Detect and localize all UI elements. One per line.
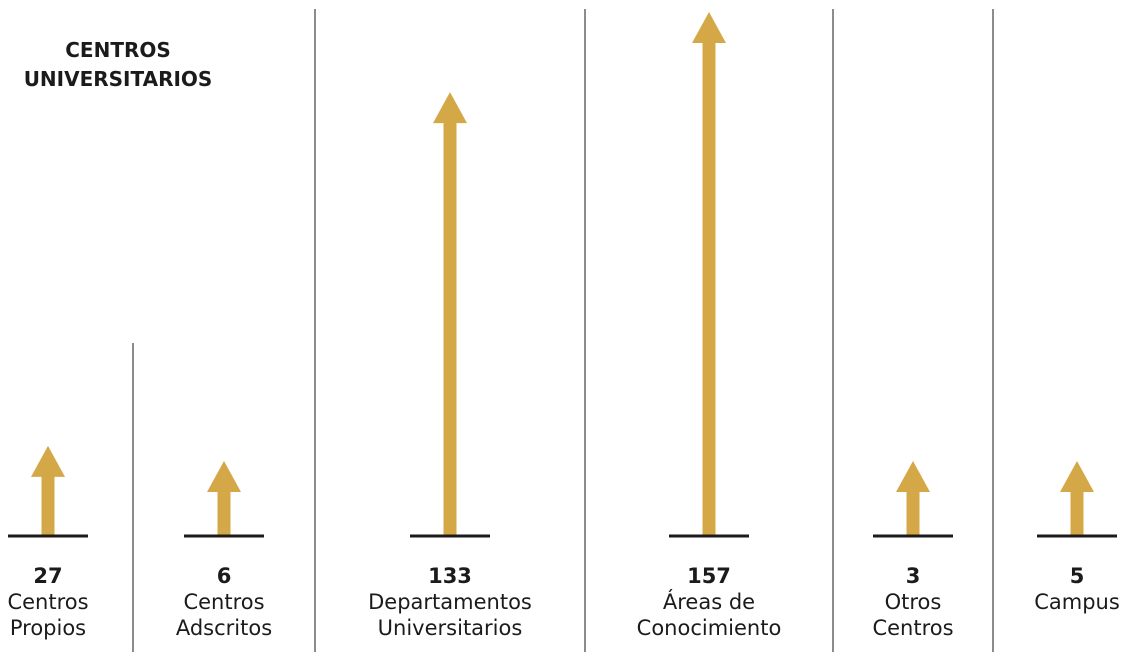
arrow-head-2 <box>207 461 241 492</box>
title-line-1: CENTROS <box>65 38 171 62</box>
category-label-2: 6 Centros Adscritos <box>114 563 334 641</box>
category-label-2-line-1: Centros <box>183 590 265 614</box>
arrow-shaft-3 <box>443 122 457 536</box>
category-label-3-line-2: Universitarios <box>377 616 523 640</box>
category-label-1: 27 Centros Propios <box>0 563 158 641</box>
category-label-1-line-2: Propios <box>9 616 87 640</box>
category-label-6-line-1: Campus <box>1034 590 1120 614</box>
category-label-5-line-2: Centros <box>872 616 954 640</box>
category-label-3-line-1: Departamentos <box>368 590 532 614</box>
arrow-head-1 <box>31 445 65 477</box>
data-label-3: 133 <box>428 564 472 588</box>
category-label-1-line-1: Centros <box>7 590 89 614</box>
category-label-6: 5 Campus <box>967 563 1128 615</box>
data-label-4: 157 <box>687 564 731 588</box>
data-label-1: 27 <box>33 564 63 588</box>
data-label-6: 5 <box>1069 564 1085 588</box>
category-label-4: 157 Áreas de Conocimiento <box>599 563 819 641</box>
arrow-shaft-1 <box>41 475 55 536</box>
title-line-2: UNIVERSITARIOS <box>23 67 213 91</box>
arrow-head-6 <box>1060 461 1094 492</box>
arrow-shaft-6 <box>1070 491 1084 536</box>
category-label-5: 3 Otros Centros <box>803 563 1023 641</box>
arrow-shaft-5 <box>906 491 920 536</box>
chart-title: CENTROS UNIVERSITARIOS <box>8 36 228 94</box>
arrow-head-5 <box>896 461 930 492</box>
arrow-shaft-2 <box>217 491 231 536</box>
arrow-shaft-4 <box>702 42 716 536</box>
arrow-head-3 <box>433 92 467 124</box>
category-label-2-line-2: Adscritos <box>175 616 273 640</box>
category-label-5-line-1: Otros <box>884 590 942 614</box>
category-label-4-line-1: Áreas de <box>662 590 756 614</box>
data-label-5: 3 <box>905 564 921 588</box>
category-label-3: 133 Departamentos Universitarios <box>340 563 560 641</box>
data-label-2: 6 <box>216 564 232 588</box>
category-label-4-line-2: Conocimiento <box>636 616 782 640</box>
arrow-head-4 <box>692 12 726 43</box>
